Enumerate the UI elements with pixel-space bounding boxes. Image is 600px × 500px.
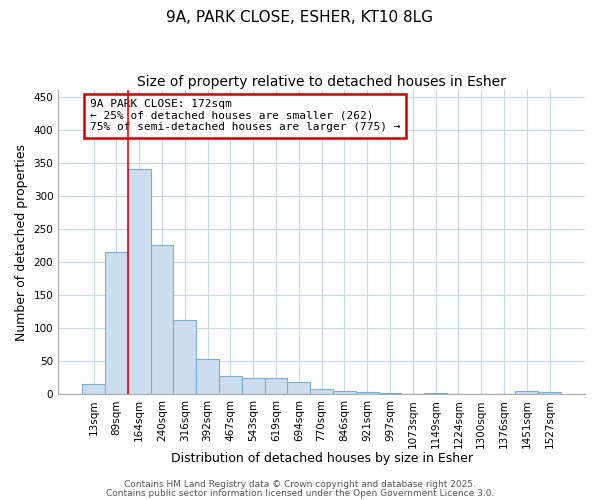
Bar bbox=[379, 393, 401, 394]
X-axis label: Distribution of detached houses by size in Esher: Distribution of detached houses by size … bbox=[170, 452, 473, 465]
Bar bbox=[424, 393, 447, 394]
Bar bbox=[310, 389, 333, 394]
Text: 9A, PARK CLOSE, ESHER, KT10 8LG: 9A, PARK CLOSE, ESHER, KT10 8LG bbox=[167, 10, 433, 25]
Title: Size of property relative to detached houses in Esher: Size of property relative to detached ho… bbox=[137, 75, 506, 89]
Bar bbox=[333, 391, 356, 394]
Bar bbox=[356, 392, 379, 394]
Bar bbox=[287, 382, 310, 394]
Bar bbox=[515, 391, 538, 394]
Bar bbox=[82, 384, 105, 394]
Bar bbox=[173, 320, 196, 394]
Text: 9A PARK CLOSE: 172sqm
← 25% of detached houses are smaller (262)
75% of semi-det: 9A PARK CLOSE: 172sqm ← 25% of detached … bbox=[90, 100, 400, 132]
Bar bbox=[265, 378, 287, 394]
Bar bbox=[151, 246, 173, 394]
Bar bbox=[128, 170, 151, 394]
Bar bbox=[538, 392, 561, 394]
Y-axis label: Number of detached properties: Number of detached properties bbox=[15, 144, 28, 340]
Bar bbox=[242, 378, 265, 394]
Text: Contains public sector information licensed under the Open Government Licence 3.: Contains public sector information licen… bbox=[106, 488, 494, 498]
Bar bbox=[219, 376, 242, 394]
Bar bbox=[196, 358, 219, 394]
Text: Contains HM Land Registry data © Crown copyright and database right 2025.: Contains HM Land Registry data © Crown c… bbox=[124, 480, 476, 489]
Bar bbox=[105, 252, 128, 394]
